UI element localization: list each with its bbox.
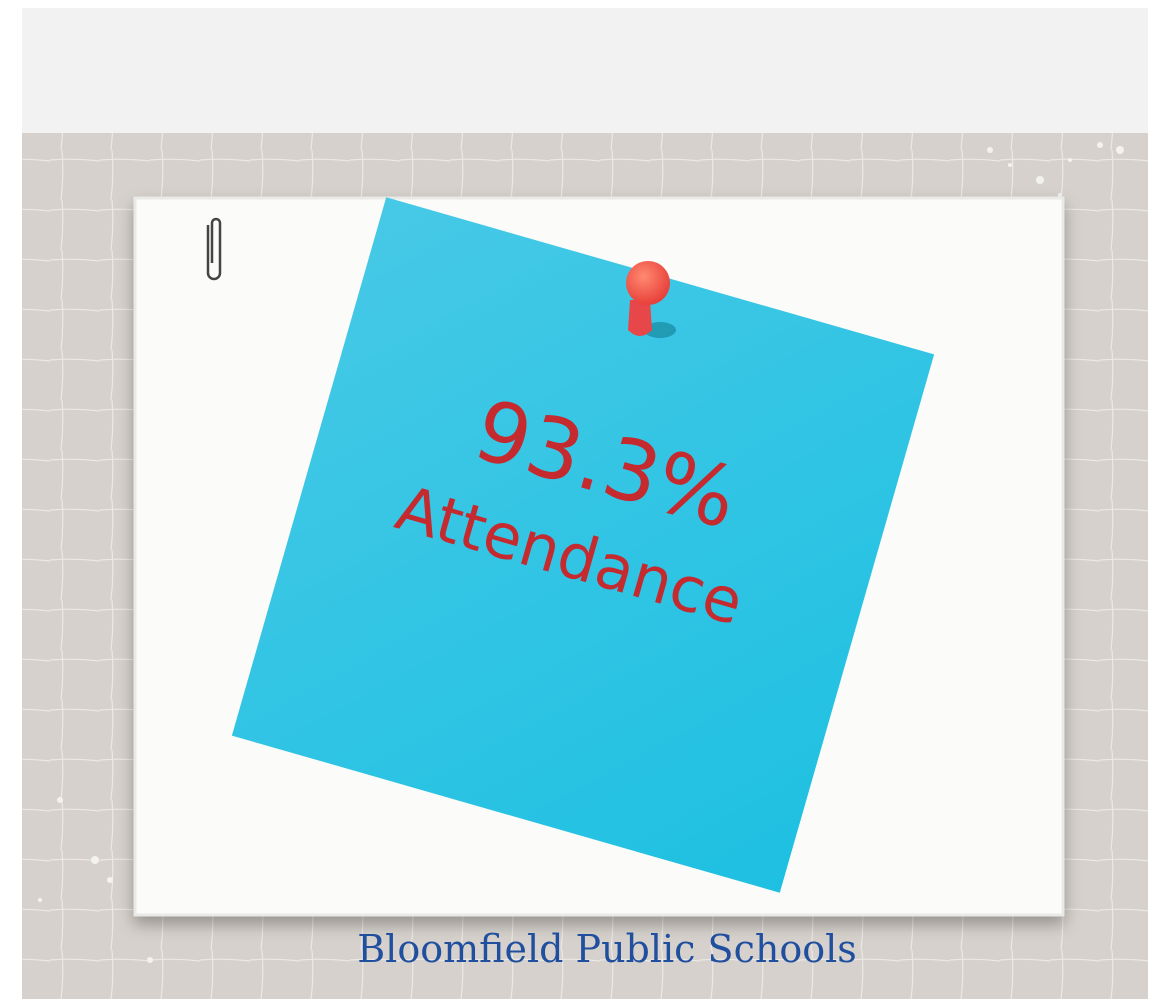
page: 93.3% Attendance Bloomfield Public Schoo… [0, 0, 1159, 999]
graphic: 93.3% Attendance Bloomfield Public Schoo… [0, 0, 1159, 999]
school-name: Bloomfield Public Schools [357, 927, 857, 971]
top-band [22, 8, 1148, 133]
